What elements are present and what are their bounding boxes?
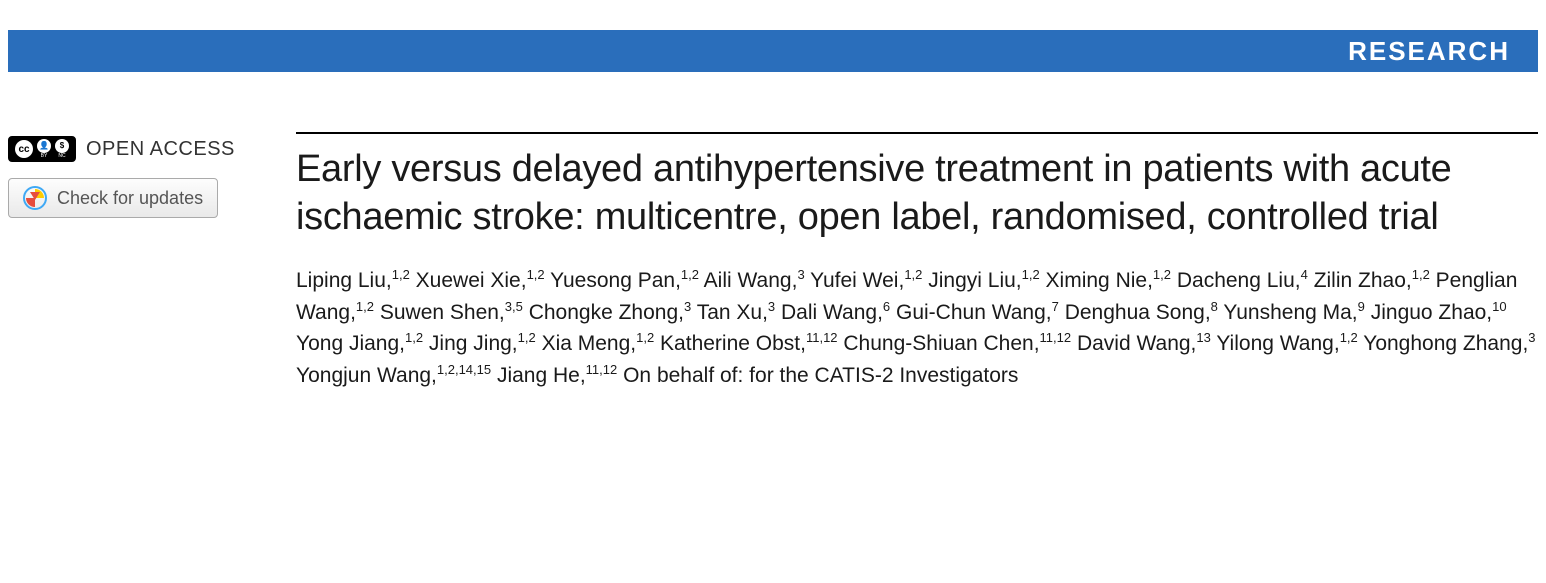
sidebar: cc 👤BY $NC OPEN ACCESS Check for updates: [8, 132, 296, 391]
author: Jing Jing,: [429, 332, 518, 355]
open-access-row: cc 👤BY $NC OPEN ACCESS: [8, 136, 296, 162]
author-affil: 1,2: [527, 267, 545, 282]
author-affil: 1,2: [1022, 267, 1040, 282]
crossmark-icon: [23, 186, 47, 210]
author-affil: 1,2: [356, 299, 374, 314]
author: Aili Wang,: [704, 269, 798, 292]
author: Dali Wang,: [781, 301, 883, 324]
author-affil: 3,5: [505, 299, 523, 314]
author: Chung-Shiuan Chen,: [843, 332, 1039, 355]
author-affil: 1,2: [904, 267, 922, 282]
author: Zilin Zhao,: [1314, 269, 1412, 292]
author-affil: 11,12: [1040, 330, 1072, 345]
author-affil: 1,2: [518, 330, 536, 345]
author: Tan Xu,: [697, 301, 768, 324]
author: Xia Meng,: [542, 332, 637, 355]
author: Katherine Obst,: [660, 332, 806, 355]
author: Yuesong Pan,: [550, 269, 681, 292]
author-affil: 8: [1211, 299, 1218, 314]
author: Yonghong Zhang,: [1363, 332, 1528, 355]
author: Denghua Song,: [1065, 301, 1211, 324]
author: Jiang He,: [497, 364, 586, 387]
author-affil: 3: [1528, 330, 1535, 345]
author-affil: 6: [883, 299, 890, 314]
author-affil: 1,2: [1153, 267, 1171, 282]
author-group-statement: On behalf of: for the CATIS-2 Investigat…: [623, 364, 1018, 387]
author: David Wang,: [1077, 332, 1196, 355]
banner-label: RESEARCH: [1348, 36, 1510, 67]
author-affil: 11,12: [806, 330, 838, 345]
author: Chongke Zhong,: [529, 301, 684, 324]
open-access-label: OPEN ACCESS: [86, 138, 235, 161]
section-banner: RESEARCH: [8, 30, 1538, 72]
author: Suwen Shen,: [380, 301, 505, 324]
author: Xuewei Xie,: [416, 269, 527, 292]
author-affil: 13: [1196, 330, 1210, 345]
author-affil: 1,2: [681, 267, 699, 282]
article-main: Early versus delayed antihypertensive tr…: [296, 132, 1538, 391]
author-affil: 1,2,14,15: [437, 362, 491, 377]
author: Jinguo Zhao,: [1371, 301, 1492, 324]
author-list: Liping Liu,1,2 Xuewei Xie,1,2 Yuesong Pa…: [296, 265, 1538, 391]
author-affil: 3: [768, 299, 775, 314]
author-affil: 3: [684, 299, 691, 314]
author: Yilong Wang,: [1216, 332, 1339, 355]
author-affil: 1,2: [1412, 267, 1430, 282]
author-affil: 1,2: [1340, 330, 1358, 345]
author-affil: 1,2: [392, 267, 410, 282]
author-affil: 7: [1052, 299, 1059, 314]
check-updates-button[interactable]: Check for updates: [8, 178, 218, 218]
author-affil: 3: [797, 267, 804, 282]
author: Gui-Chun Wang,: [896, 301, 1052, 324]
author: Yufei Wei,: [810, 269, 904, 292]
author: Yunsheng Ma,: [1223, 301, 1357, 324]
check-updates-label: Check for updates: [57, 188, 203, 209]
author-affil: 11,12: [586, 362, 618, 377]
cc-license-icon: cc 👤BY $NC: [8, 136, 76, 162]
author-affil: 1,2: [636, 330, 654, 345]
author: Ximing Nie,: [1046, 269, 1153, 292]
author-affil: 4: [1301, 267, 1308, 282]
author: Yong Jiang,: [296, 332, 405, 355]
author: Dacheng Liu,: [1177, 269, 1301, 292]
author-affil: 1,2: [405, 330, 423, 345]
author: Liping Liu,: [296, 269, 392, 292]
author: Yongjun Wang,: [296, 364, 437, 387]
author: Jingyi Liu,: [928, 269, 1021, 292]
article-title: Early versus delayed antihypertensive tr…: [296, 146, 1538, 241]
content-row: cc 👤BY $NC OPEN ACCESS Check for updates…: [0, 132, 1546, 391]
author-affil: 9: [1358, 299, 1365, 314]
author-affil: 10: [1492, 299, 1506, 314]
